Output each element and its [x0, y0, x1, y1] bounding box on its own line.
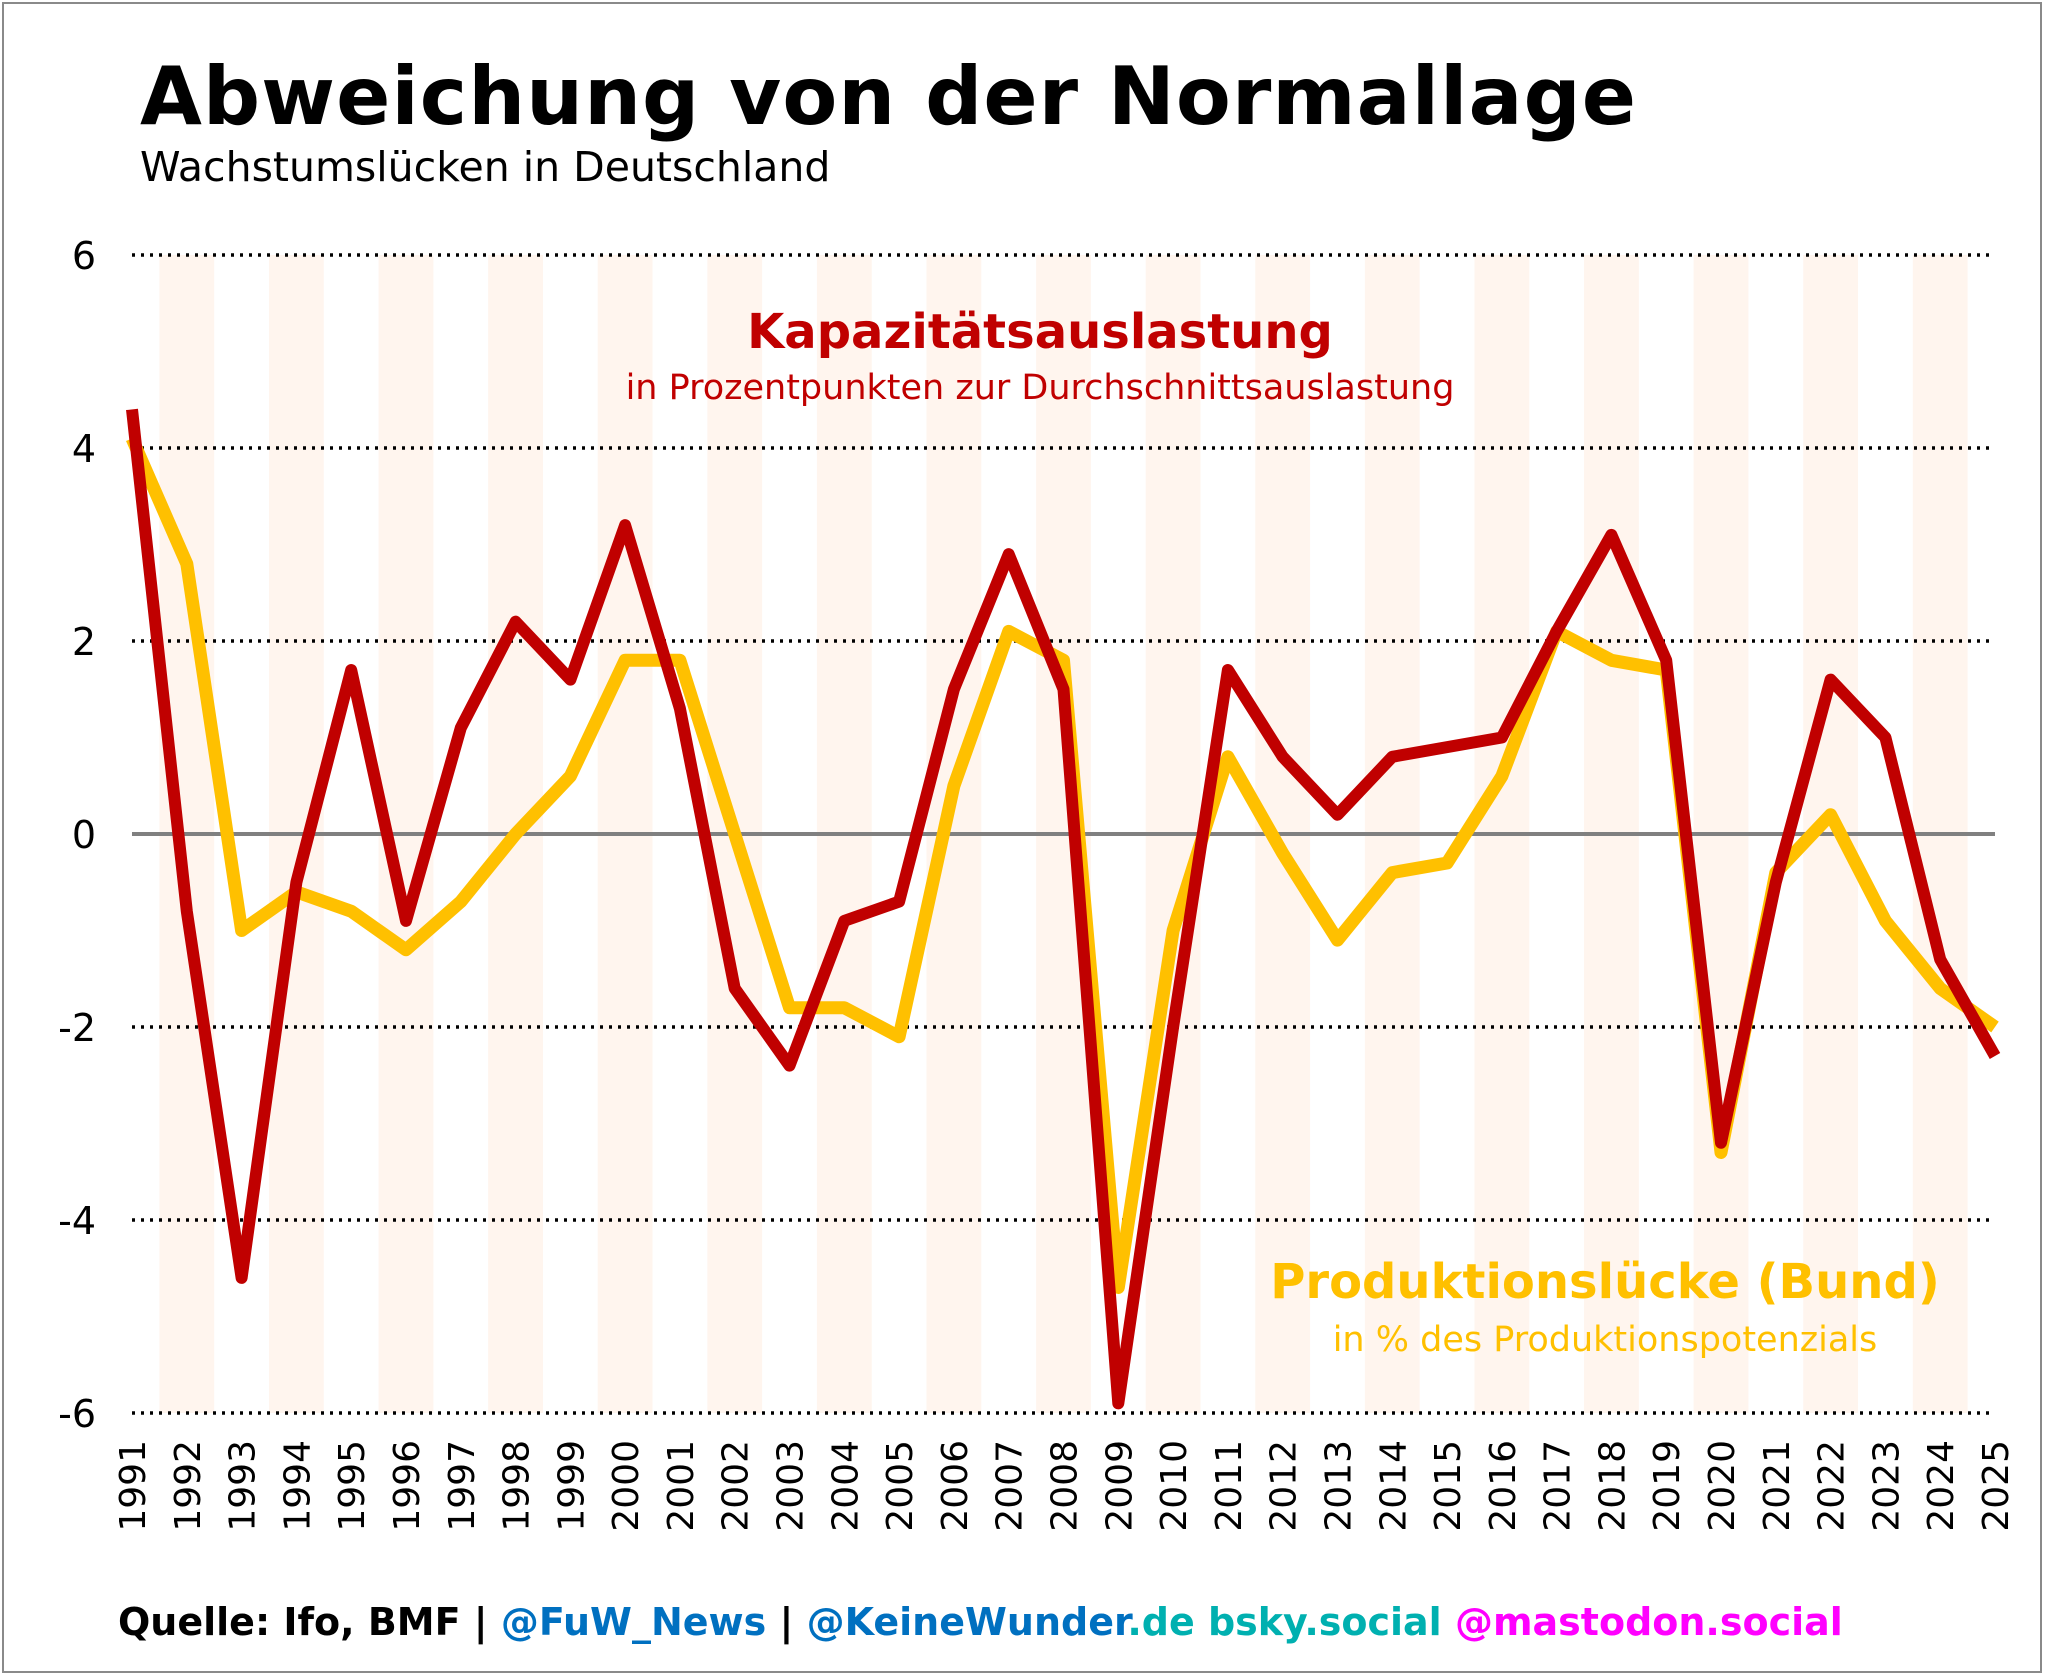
x-tick-label: 2006 [935, 1440, 976, 1532]
x-tick-label: 1998 [497, 1440, 538, 1532]
legend-produktion-title: Produktionslücke (Bund) [1270, 1254, 1940, 1310]
x-tick-label: 2016 [1483, 1440, 1524, 1532]
legend-kapazitaet-note: in Prozentpunkten zur Durchschnittsausla… [626, 368, 1455, 408]
x-tick-label: 1991 [113, 1440, 154, 1532]
x-tick-label: 1999 [551, 1440, 592, 1532]
x-tick-label: 2010 [1154, 1440, 1195, 1532]
x-tick-label: 2020 [1702, 1440, 1743, 1532]
x-tick-label: 2018 [1592, 1440, 1633, 1532]
x-tick-label: 2015 [1428, 1440, 1469, 1532]
x-tick-label: 2008 [1045, 1440, 1086, 1532]
x-tick-label: 2023 [1866, 1440, 1907, 1532]
x-tick-label: 2005 [880, 1440, 921, 1532]
x-tick-label: 2002 [716, 1440, 757, 1532]
x-tick-label: 2001 [661, 1440, 702, 1532]
series-lines [126, 408, 2001, 1410]
x-tick-label: 2003 [771, 1440, 812, 1532]
x-tick-label: 2022 [1812, 1440, 1853, 1532]
x-tick-label: 1995 [332, 1440, 373, 1532]
x-tick-label: 2007 [990, 1440, 1031, 1532]
footer-separator: | [766, 1600, 807, 1644]
x-tick-label: 1997 [442, 1440, 483, 1532]
x-tick-label: 2004 [825, 1440, 866, 1532]
legend-kapazitaet-title: Kapazitätsauslastung [747, 304, 1333, 360]
y-tick-label: 0 [72, 813, 96, 857]
x-tick-labels: 1991 1992 1993 1994 1995 1996 1997 1998 1999 2000… [113, 1440, 2017, 1532]
footer-source: Quelle: Ifo, BMF | [118, 1600, 501, 1644]
x-tick-label: 2013 [1318, 1440, 1359, 1532]
y-tick-label: -6 [58, 1392, 96, 1436]
x-tick-label: 2025 [1976, 1440, 2017, 1532]
footer-handle-keinewunder[interactable]: @KeineWunder [806, 1600, 1128, 1644]
chart-title: Abweichung von der Normallage [140, 50, 1637, 143]
y-tick-label: 4 [72, 427, 96, 471]
series-labels: Kapazitätsauslastung in Prozentpunkten z… [626, 304, 1940, 1360]
y-tick-labels: -6 -4 -2 0 2 4 6 [58, 234, 96, 1436]
x-tick-label: 2024 [1921, 1440, 1962, 1532]
footer-domain: .de [1127, 1600, 1208, 1644]
y-tick-label: -4 [58, 1199, 96, 1243]
x-tick-label: 2019 [1647, 1440, 1688, 1532]
x-tick-label: 1994 [277, 1440, 318, 1532]
y-tick-label: 6 [72, 234, 96, 278]
y-tick-label: -2 [58, 1006, 96, 1050]
source-footer: Quelle: Ifo, BMF | @FuW_News | @KeineWun… [118, 1600, 1843, 1644]
x-tick-label: 2011 [1209, 1440, 1250, 1532]
x-tick-label: 2021 [1757, 1440, 1798, 1532]
footer-handle-fuw[interactable]: @FuW_News [500, 1600, 767, 1644]
legend-produktion-note: in % des Produktionspotenzials [1333, 1320, 1878, 1360]
x-tick-label: 2012 [1264, 1440, 1305, 1532]
y-tick-label: 2 [72, 620, 96, 664]
chart-subtitle: Wachstumslücken in Deutschland [140, 143, 831, 191]
x-tick-label: 1993 [223, 1440, 264, 1532]
x-tick-label: 2014 [1373, 1440, 1414, 1532]
x-tick-label: 2017 [1538, 1440, 1579, 1532]
x-tick-label: 2009 [1099, 1440, 1140, 1532]
x-tick-label: 1996 [387, 1440, 428, 1532]
x-tick-label: 2000 [606, 1440, 647, 1532]
x-tick-label: 1992 [168, 1440, 209, 1532]
footer-bsky[interactable]: bsky.social [1207, 1600, 1455, 1644]
series-line-kapazitaetsauslastung [126, 408, 2001, 1410]
footer-mastodon[interactable]: @mastodon.social [1454, 1600, 1843, 1644]
